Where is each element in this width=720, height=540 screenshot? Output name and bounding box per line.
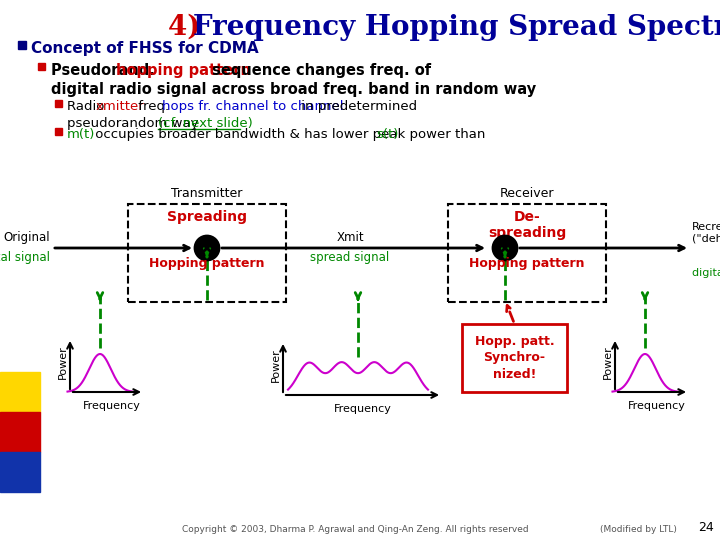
Text: hops fr. channel to channel: hops fr. channel to channel [162, 100, 343, 113]
Text: occupies broader bandwidth & has lower peak power than: occupies broader bandwidth & has lower p… [91, 128, 490, 141]
Text: Recreated
("dehopped"): Recreated ("dehopped") [692, 222, 720, 244]
Text: Copyright © 2003, Dharma P. Agrawal and Qing-An Zeng. All rights reserved: Copyright © 2003, Dharma P. Agrawal and … [181, 525, 528, 534]
Text: Frequency: Frequency [628, 401, 686, 411]
Text: Hopp. patt.
Synchro-
nized!: Hopp. patt. Synchro- nized! [474, 335, 554, 381]
Text: 24: 24 [698, 521, 714, 534]
Text: spread signal: spread signal [310, 251, 390, 264]
Text: m(t): m(t) [67, 128, 95, 141]
Text: Hopping pattern: Hopping pattern [149, 258, 265, 271]
Text: Original: Original [4, 231, 50, 244]
Text: s(t): s(t) [376, 128, 398, 141]
Text: Receiver: Receiver [500, 187, 554, 200]
Text: digital signal: digital signal [0, 251, 50, 264]
Text: Frequency: Frequency [334, 404, 392, 414]
Bar [128, 204, 286, 302]
Bar [462, 324, 567, 392]
Text: freq.: freq. [134, 100, 174, 113]
Text: Spreading: Spreading [167, 210, 247, 224]
Bar [55, 128, 62, 135]
Text: xmitter: xmitter [96, 100, 145, 113]
Text: hopping pattern: hopping pattern [116, 63, 251, 78]
Text: Hopping pattern: Hopping pattern [469, 258, 585, 271]
Bar [18, 41, 26, 49]
Text: Power: Power [58, 345, 68, 379]
Bar [55, 100, 62, 107]
Text: sequence changes freq. of: sequence changes freq. of [207, 63, 431, 78]
Text: De-
spreading: De- spreading [488, 210, 566, 240]
Text: Power: Power [603, 345, 613, 379]
Text: Xmit: Xmit [336, 231, 364, 244]
Text: pseudorandom way: pseudorandom way [67, 117, 203, 130]
Bar [38, 63, 45, 70]
Text: Power: Power [271, 348, 281, 382]
Bar [0, 452, 40, 492]
Text: digital radio signal across broad freq. band in random way: digital radio signal across broad freq. … [51, 82, 536, 97]
Text: Transmitter: Transmitter [171, 187, 243, 200]
Text: Pseudorand.: Pseudorand. [51, 63, 160, 78]
Text: in predetermined: in predetermined [297, 100, 417, 113]
Text: digital signal: digital signal [692, 268, 720, 278]
Text: Frequency Hopping Spread Spectrum: Frequency Hopping Spread Spectrum [193, 14, 720, 41]
Circle shape [195, 236, 219, 260]
Circle shape [493, 236, 517, 260]
Text: (Modified by LTL): (Modified by LTL) [600, 525, 677, 534]
Bar [448, 204, 606, 302]
Bar [0, 372, 40, 412]
Text: 4): 4) [168, 14, 210, 41]
Text: (cf. next slide): (cf. next slide) [158, 117, 253, 130]
Text: Frequency: Frequency [83, 401, 141, 411]
Bar [0, 412, 40, 452]
Text: Radio: Radio [67, 100, 109, 113]
Text: Concept of FHSS for CDMA: Concept of FHSS for CDMA [31, 41, 258, 56]
